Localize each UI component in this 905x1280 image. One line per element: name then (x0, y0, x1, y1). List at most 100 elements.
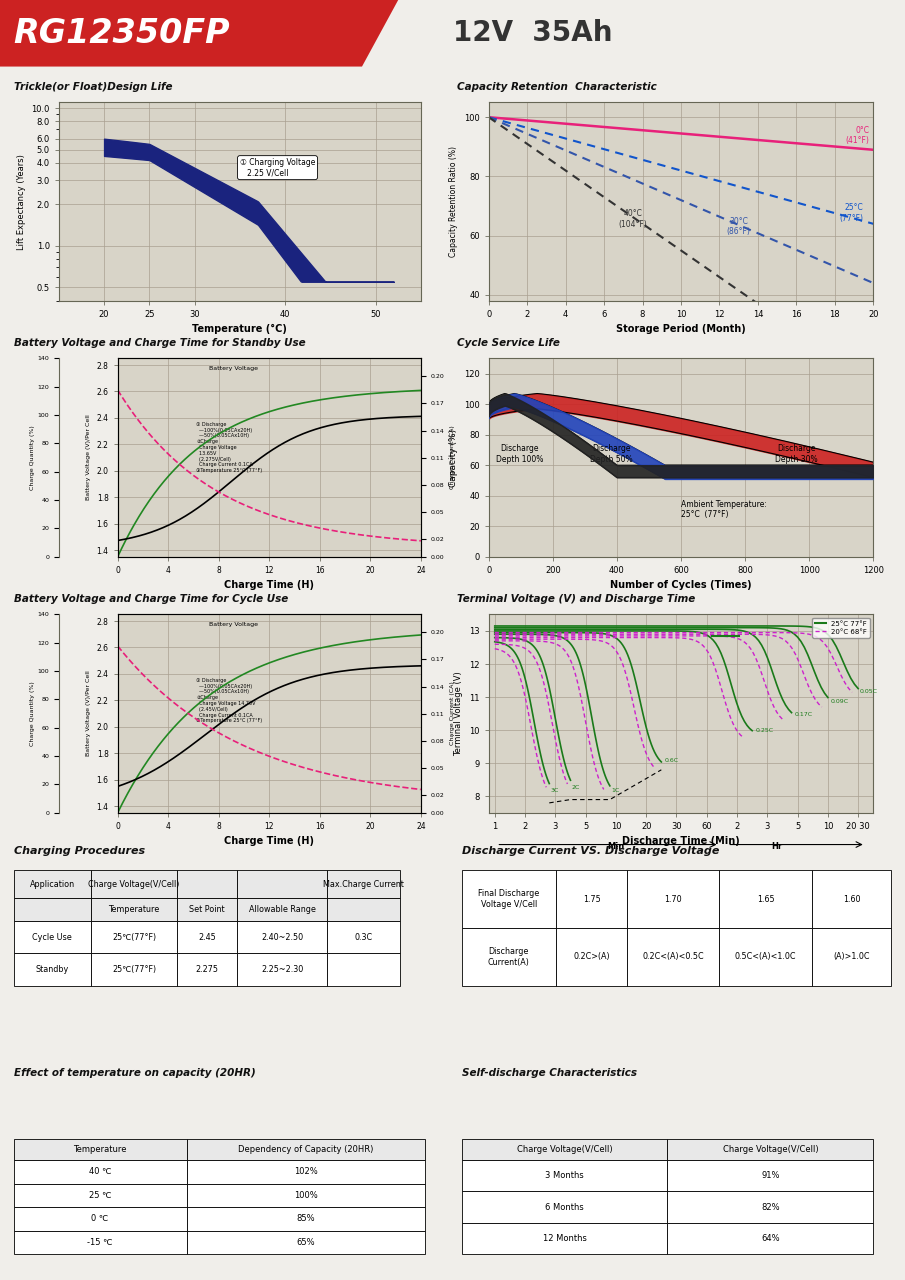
Bar (186, 1231, 425, 1254)
Bar (812, 870, 891, 928)
Y-axis label: Battery Voltage (V)/Per Cell: Battery Voltage (V)/Per Cell (86, 415, 91, 500)
Bar (14, 870, 91, 899)
Bar (668, 1139, 873, 1160)
Text: Discharge
Depth 100%: Discharge Depth 100% (496, 444, 543, 463)
Bar (186, 1184, 425, 1207)
Text: 2C: 2C (572, 785, 580, 790)
Text: 1C: 1C (612, 788, 620, 792)
Text: 0 ℃: 0 ℃ (91, 1215, 109, 1224)
Text: Battery Voltage: Battery Voltage (208, 622, 258, 627)
Bar (462, 1139, 668, 1160)
Text: 0.25C: 0.25C (755, 728, 774, 733)
Bar (186, 1160, 425, 1184)
Text: 1.65: 1.65 (757, 895, 775, 904)
Text: Charging Procedures: Charging Procedures (14, 846, 145, 856)
Text: Charge Voltage(V/Cell): Charge Voltage(V/Cell) (517, 1146, 613, 1155)
Text: Charge Voltage(V/Cell): Charge Voltage(V/Cell) (89, 879, 179, 888)
Bar (237, 899, 328, 922)
X-axis label: Temperature (°C): Temperature (°C) (193, 324, 287, 334)
Text: 0.3C: 0.3C (355, 933, 373, 942)
Text: 0.17C: 0.17C (795, 712, 813, 717)
Bar (462, 870, 556, 928)
Text: 6 Months: 6 Months (545, 1203, 584, 1212)
Text: 25℃(77°F): 25℃(77°F) (112, 933, 156, 942)
Bar (328, 922, 400, 954)
Text: Temperature: Temperature (73, 1146, 127, 1155)
Bar (186, 1207, 425, 1231)
Bar (462, 1192, 668, 1222)
Bar (90, 899, 177, 922)
Text: 0.09C: 0.09C (831, 699, 849, 704)
Bar (90, 922, 177, 954)
Text: Cycle Service Life: Cycle Service Life (457, 338, 560, 348)
Text: Trickle(or Float)Design Life: Trickle(or Float)Design Life (14, 82, 172, 92)
Bar (90, 954, 177, 986)
Text: 3 Months: 3 Months (545, 1171, 584, 1180)
Text: Terminal Voltage (V) and Discharge Time: Terminal Voltage (V) and Discharge Time (457, 594, 695, 604)
X-axis label: Storage Period (Month): Storage Period (Month) (616, 324, 746, 334)
Bar (668, 1222, 873, 1254)
Bar (14, 899, 91, 922)
Bar (556, 870, 627, 928)
Polygon shape (0, 0, 398, 67)
Bar (462, 1160, 668, 1192)
Text: Min: Min (607, 841, 624, 850)
Bar (668, 1160, 873, 1192)
Bar (719, 928, 812, 986)
Text: 102%: 102% (294, 1167, 318, 1176)
Y-axis label: Battery Voltage (V)/Per Cell: Battery Voltage (V)/Per Cell (86, 671, 91, 756)
Text: 25°C
(77°F): 25°C (77°F) (840, 204, 863, 223)
Text: Application: Application (30, 879, 75, 888)
Text: Hr: Hr (772, 841, 783, 850)
Bar (186, 1139, 425, 1160)
Text: 65%: 65% (297, 1238, 315, 1247)
Text: 2.40~2.50: 2.40~2.50 (262, 933, 303, 942)
Bar (176, 922, 237, 954)
Text: ① Discharge
  —100%(0.05CAx20H)
  —50%(0.05CAx10H)
②Charge
  Charge Voltage
  13: ① Discharge —100%(0.05CAx20H) —50%(0.05C… (196, 422, 262, 474)
Text: 40 ℃: 40 ℃ (89, 1167, 111, 1176)
Text: ① Discharge
  —100%(0.05CAx20H)
  —50%(0.05CAx10H)
②Charge
  Charge Voltage 14.7: ① Discharge —100%(0.05CAx20H) —50%(0.05C… (196, 678, 262, 723)
Text: Dependency of Capacity (20HR): Dependency of Capacity (20HR) (238, 1146, 374, 1155)
Y-axis label: Capacity (%): Capacity (%) (450, 429, 458, 486)
Text: Set Point: Set Point (189, 905, 224, 914)
Bar (328, 954, 400, 986)
Text: (A)>1.0C: (A)>1.0C (834, 952, 870, 961)
Text: 0.6C: 0.6C (664, 758, 679, 763)
Bar (328, 899, 400, 922)
Bar (14, 922, 91, 954)
Bar (176, 870, 237, 899)
Text: Charge Voltage(V/Cell): Charge Voltage(V/Cell) (722, 1146, 818, 1155)
Text: Discharge Current VS. Discharge Voltage: Discharge Current VS. Discharge Voltage (462, 846, 719, 856)
Text: Discharge
Depth 30%: Discharge Depth 30% (775, 444, 818, 463)
Text: 2.45: 2.45 (198, 933, 216, 942)
Text: 1.70: 1.70 (664, 895, 682, 904)
Y-axis label: Terminal Voltage (V): Terminal Voltage (V) (454, 671, 463, 756)
Text: 64%: 64% (761, 1234, 780, 1243)
Bar (237, 870, 328, 899)
X-axis label: Discharge Time (Min): Discharge Time (Min) (622, 836, 740, 846)
Text: 3C: 3C (551, 788, 559, 792)
Bar (627, 928, 719, 986)
Text: 0.2C>(A): 0.2C>(A) (573, 952, 610, 961)
Bar (14, 954, 91, 986)
Text: 2.25~2.30: 2.25~2.30 (262, 965, 303, 974)
Text: Discharge
Current(A): Discharge Current(A) (488, 947, 529, 966)
Text: 25 ℃: 25 ℃ (89, 1190, 111, 1199)
Text: 100%: 100% (294, 1190, 318, 1199)
Bar (14, 1160, 186, 1184)
Text: 40°C
(104°F): 40°C (104°F) (618, 209, 647, 229)
Text: 2.275: 2.275 (195, 965, 218, 974)
Y-axis label: Charge Quantity (%): Charge Quantity (%) (30, 425, 34, 490)
Text: Ambient Temperature:
25°C  (77°F): Ambient Temperature: 25°C (77°F) (681, 499, 767, 520)
Bar (668, 1192, 873, 1222)
X-axis label: Charge Time (H): Charge Time (H) (224, 580, 314, 590)
Text: 1.75: 1.75 (583, 895, 600, 904)
Bar (328, 870, 400, 899)
Text: 0.2C<(A)<0.5C: 0.2C<(A)<0.5C (643, 952, 704, 961)
Y-axis label: Charge Current (CA): Charge Current (CA) (450, 426, 455, 489)
Bar (14, 1184, 186, 1207)
Text: 0°C
(41°F): 0°C (41°F) (845, 125, 870, 146)
Text: Effect of temperature on capacity (20HR): Effect of temperature on capacity (20HR) (14, 1068, 255, 1078)
Text: Capacity Retention  Characteristic: Capacity Retention Characteristic (457, 82, 657, 92)
Bar (556, 928, 627, 986)
